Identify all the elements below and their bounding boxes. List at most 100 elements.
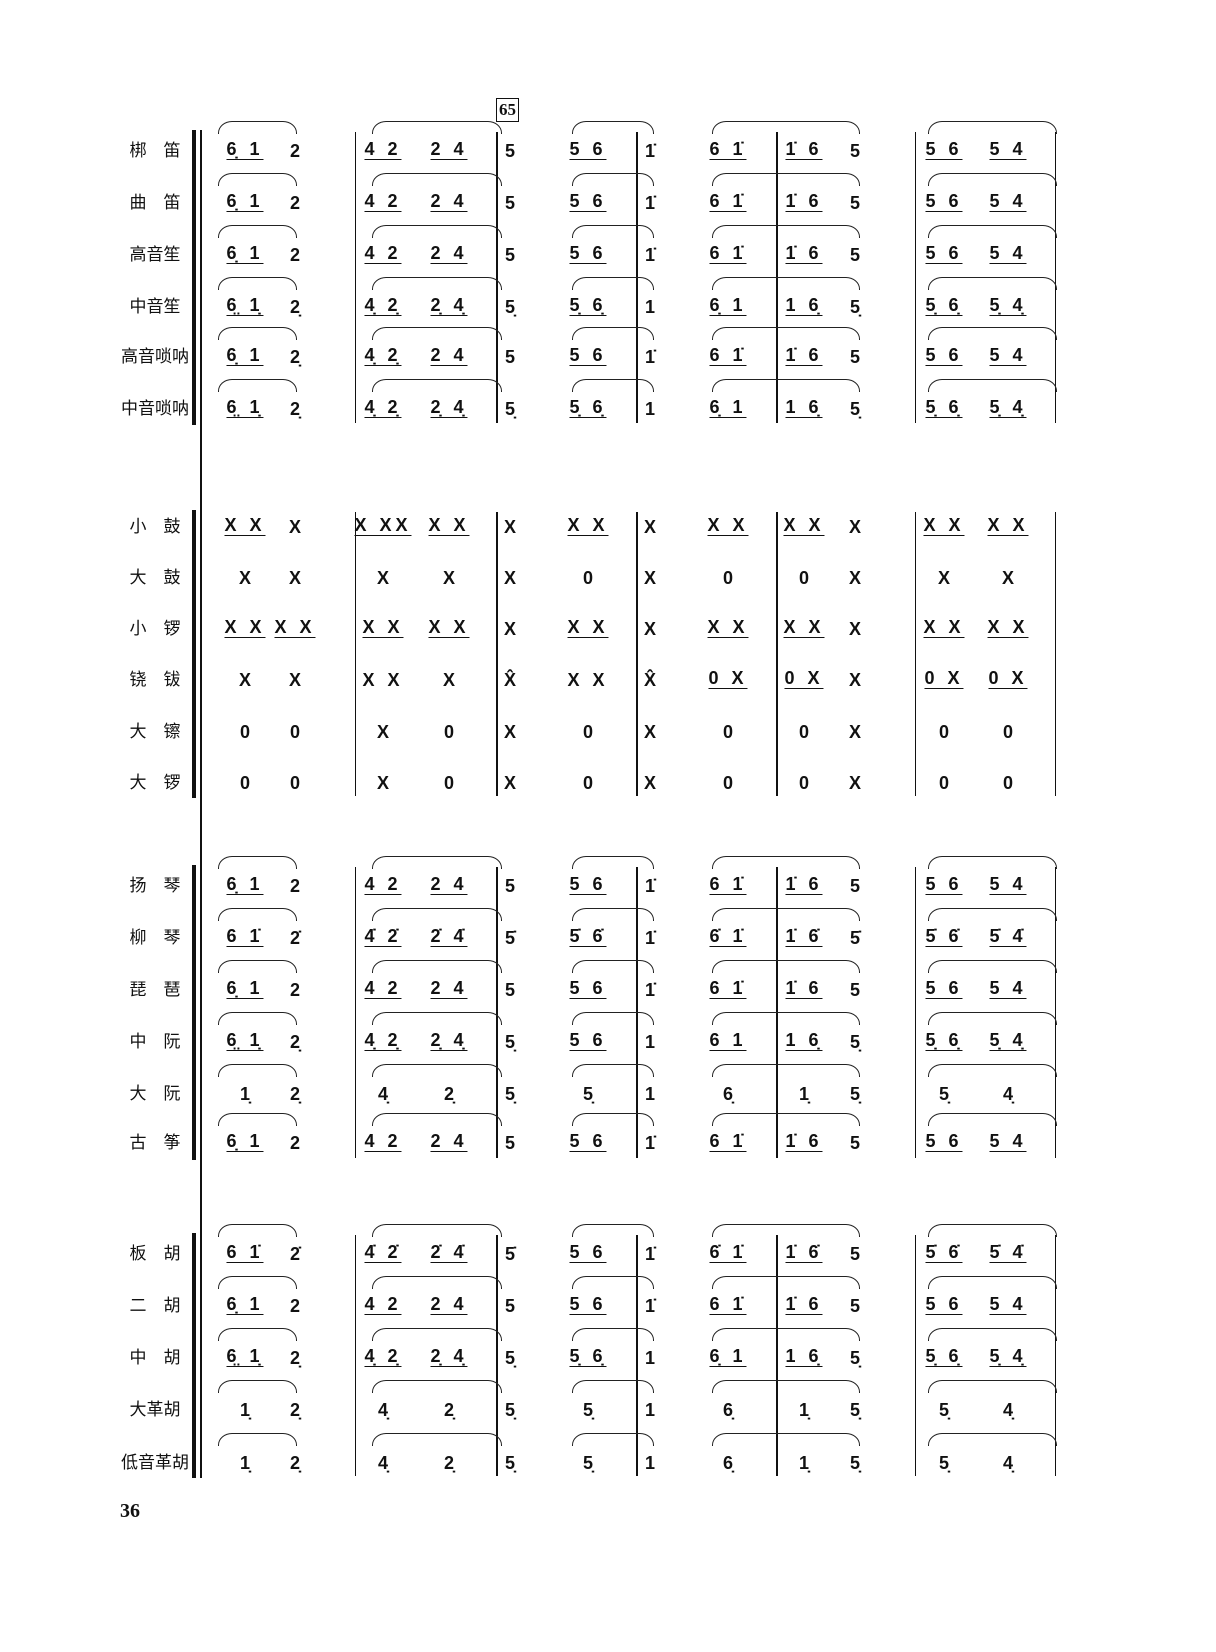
note: 1̣ <box>798 1453 810 1473</box>
note: X X <box>224 515 266 536</box>
note: 6̣ 1 <box>226 191 264 212</box>
note: 1̇ 6 <box>785 139 823 160</box>
note: 6̇ 1̇ <box>709 926 747 947</box>
note: X <box>643 619 657 639</box>
note: 5 6 <box>925 345 963 366</box>
slur <box>712 1380 860 1393</box>
slur <box>218 1276 297 1289</box>
note: 5̣ <box>938 1400 950 1420</box>
note: 6̣ 1 <box>226 139 264 160</box>
slur <box>712 277 860 290</box>
note: 5 <box>504 980 516 1000</box>
note: 0 <box>938 722 950 742</box>
note: 2̣ <box>443 1400 455 1420</box>
note: 6̣ 1 <box>226 1131 264 1152</box>
slur <box>572 1012 654 1025</box>
note: 2 4 <box>430 1294 468 1315</box>
note: X X <box>987 617 1029 638</box>
note: 4̣ <box>1002 1453 1014 1473</box>
barline <box>1055 1235 1056 1476</box>
slur <box>928 856 1057 869</box>
page-number: 36 <box>120 1500 140 1522</box>
slur <box>712 1012 860 1025</box>
note: 5 4 <box>989 1294 1027 1315</box>
note: 4 2 <box>364 243 402 264</box>
note: 5̇ 4̇ <box>989 1242 1027 1263</box>
note: 5̣ <box>504 1348 516 1368</box>
note: 4 2 <box>364 874 402 895</box>
instrument-label: 大 鼓 <box>129 568 181 588</box>
note: 1̣ <box>239 1400 251 1420</box>
note: 6̣ <box>722 1453 734 1473</box>
note: 5 <box>849 1296 861 1316</box>
note: 2̇ <box>289 1244 301 1264</box>
note: 1̇ <box>644 980 656 1000</box>
note: X X <box>428 515 470 536</box>
note: 5 <box>504 141 516 161</box>
note: 1̇ <box>644 928 656 948</box>
note: 5̇ <box>504 1244 516 1264</box>
note: 5̣ <box>504 1453 516 1473</box>
instrument-label: 曲 笛 <box>129 193 181 213</box>
note: X <box>503 568 517 588</box>
slur <box>712 1113 860 1126</box>
note: 5 6 <box>569 874 607 895</box>
instrument-label: 铙 钹 <box>129 670 181 690</box>
barline <box>496 512 498 796</box>
slur <box>572 225 654 238</box>
note: 5̣ 4̣ <box>989 1030 1027 1051</box>
note: 0 <box>722 568 734 588</box>
note: X X <box>567 670 609 690</box>
note: X <box>503 722 517 742</box>
note: 5̣ 4̣ <box>989 295 1027 316</box>
note: 6̤ 1̣ <box>226 1030 264 1051</box>
note: X X <box>707 617 749 638</box>
note: X X <box>274 617 316 638</box>
slur <box>572 1328 654 1341</box>
note: 2 <box>289 876 301 896</box>
note: 5̣ 6̣ <box>569 397 607 418</box>
note: 6̣ <box>722 1400 734 1420</box>
note: 5̇ 6̇ <box>925 926 963 947</box>
note: X X <box>362 670 404 690</box>
note: X̂ <box>503 670 517 690</box>
note: 5̣ <box>849 1084 861 1104</box>
note: 5̣ <box>504 1032 516 1052</box>
barline <box>1055 512 1056 796</box>
note: 5 <box>849 347 861 367</box>
note: X <box>238 568 252 588</box>
note: 5 6 <box>569 1030 607 1051</box>
note: 1̇ 6 <box>785 191 823 212</box>
note: 0 <box>239 773 251 793</box>
note: X <box>238 670 252 690</box>
barline <box>636 512 638 796</box>
slur <box>372 1328 502 1341</box>
slur <box>712 908 860 921</box>
note: 0 <box>582 722 594 742</box>
note: 6̣ 1 <box>226 978 264 999</box>
instrument-label: 中音唢呐 <box>121 399 189 419</box>
note: 6̣ 1 <box>709 295 747 316</box>
note: 4 2 <box>364 1131 402 1152</box>
note: 5 6 <box>925 191 963 212</box>
note: 4̣ 2̣ <box>364 295 402 316</box>
note: 2̣ <box>289 1348 301 1368</box>
note: 0 <box>289 722 301 742</box>
note: 6̤ 1̣ <box>226 295 264 316</box>
slur <box>572 1113 654 1126</box>
note: 1̣ <box>239 1084 251 1104</box>
note: 5̣ 6̣ <box>925 1346 963 1367</box>
note: 0 <box>289 773 301 793</box>
note: 0 <box>239 722 251 742</box>
note: 5 6 <box>925 1294 963 1315</box>
note: 1̣ <box>239 1453 251 1473</box>
slur <box>572 379 654 392</box>
slur <box>372 908 502 921</box>
instrument-label: 高音唢呐 <box>121 347 189 367</box>
note: 5 4 <box>989 345 1027 366</box>
barline <box>776 512 778 796</box>
note: 1 6̣ <box>785 295 823 316</box>
slur <box>712 327 860 340</box>
note: 2 4 <box>430 1131 468 1152</box>
note: 5 4 <box>989 139 1027 160</box>
